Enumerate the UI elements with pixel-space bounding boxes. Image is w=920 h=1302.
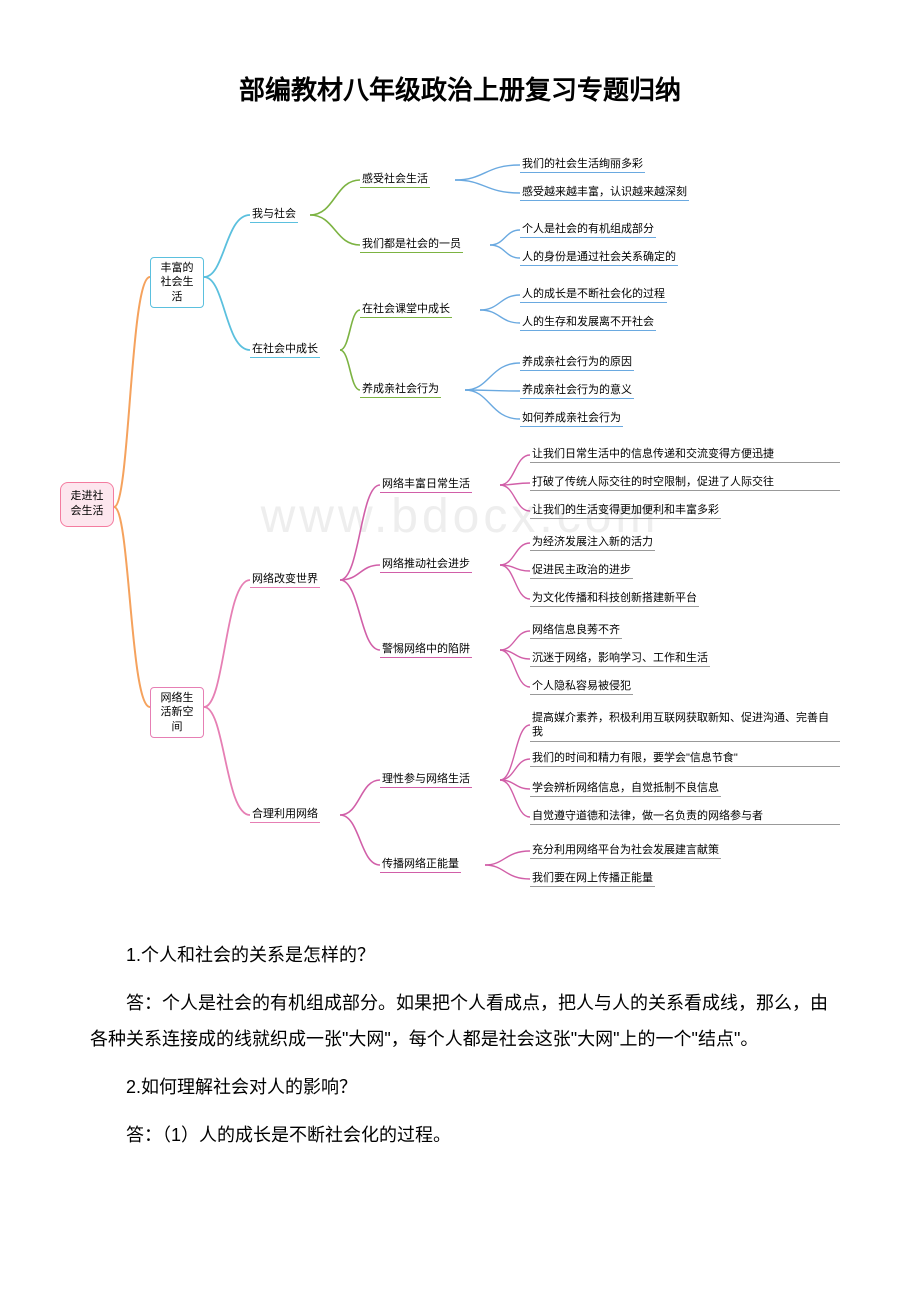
leaf-e2: 打破了传统人际交往的时空限制，促进了人际交往 [530,475,840,491]
q1: 1.个人和社会的关系是怎样的？ [90,937,830,973]
node-u2l2-a: 理性参与网络生活 [380,772,472,788]
a2: 答：（1）人的成长是不断社会化的过程。 [90,1117,830,1153]
leaf-f1: 为经济发展注入新的活力 [530,535,655,551]
leaf-a2: 感受越来越丰富，认识越来越深刻 [520,185,689,201]
node-u2l1-c: 警惕网络中的陷阱 [380,642,472,658]
node-u2l1-a: 网络丰富日常生活 [380,477,472,493]
leaf-b2: 人的身份是通过社会关系确定的 [520,250,678,266]
node-u1l1-b: 我们都是社会的一员 [360,237,463,253]
node-u1-lesson1: 我与社会 [250,207,298,223]
body-text: 1.个人和社会的关系是怎样的？ 答：个人是社会的有机组成部分。如果把个人看成点，… [60,937,860,1153]
leaf-i1: 充分利用网络平台为社会发展建言献策 [530,843,721,859]
q2: 2.如何理解社会对人的影响？ [90,1069,830,1105]
node-unit2: 网络生活新空间 [150,687,204,738]
leaf-c1: 人的成长是不断社会化的过程 [520,287,667,303]
node-u2-lesson1: 网络改变世界 [250,572,320,588]
leaf-i2: 我们要在网上传播正能量 [530,871,655,887]
leaf-g3: 个人隐私容易被侵犯 [530,679,633,695]
leaf-d3: 如何养成亲社会行为 [520,411,623,427]
page-title: 部编教材八年级政治上册复习专题归纳 [60,70,860,107]
leaf-h3: 学会辨析网络信息，自觉抵制不良信息 [530,781,721,797]
node-u1l2-b: 养成亲社会行为 [360,382,441,398]
leaf-e1: 让我们日常生活中的信息传递和交流变得方便迅捷 [530,447,840,463]
mindmap-diagram: www.bdocx.com [60,127,860,907]
leaf-g1: 网络信息良莠不齐 [530,623,622,639]
node-u1l2-a: 在社会课堂中成长 [360,302,452,318]
node-u2-lesson2: 合理利用网络 [250,807,320,823]
node-u1-lesson2: 在社会中成长 [250,342,320,358]
node-u2l1-b: 网络推动社会进步 [380,557,472,573]
leaf-h4: 自觉遵守道德和法律，做一名负责的网络参与者 [530,809,840,825]
leaf-h2: 我们的时间和精力有限，要学会"信息节食" [530,751,840,767]
leaf-b1: 个人是社会的有机组成部分 [520,222,656,238]
leaf-g2: 沉迷于网络，影响学习、工作和生活 [530,651,710,667]
node-root: 走进社会生活 [60,482,114,527]
leaf-c2: 人的生存和发展离不开社会 [520,315,656,331]
node-unit1: 丰富的社会生活 [150,257,204,308]
page: 部编教材八年级政治上册复习专题归纳 www.bdocx.com [0,0,920,1205]
leaf-d1: 养成亲社会行为的原因 [520,355,634,371]
leaf-d2: 养成亲社会行为的意义 [520,383,634,399]
leaf-f3: 为文化传播和科技创新搭建新平台 [530,591,699,607]
leaf-e3: 让我们的生活变得更加便利和丰富多彩 [530,503,721,519]
leaf-a1: 我们的社会生活绚丽多彩 [520,157,645,173]
leaf-h1: 提高媒介素养，积极利用互联网获取新知、促进沟通、完善自我 [530,711,840,742]
node-u1l1-a: 感受社会生活 [360,172,430,188]
leaf-f2: 促进民主政治的进步 [530,563,633,579]
a1: 答：个人是社会的有机组成部分。如果把个人看成点，把人与人的关系看成线，那么，由各… [90,985,830,1057]
node-u2l2-b: 传播网络正能量 [380,857,461,873]
